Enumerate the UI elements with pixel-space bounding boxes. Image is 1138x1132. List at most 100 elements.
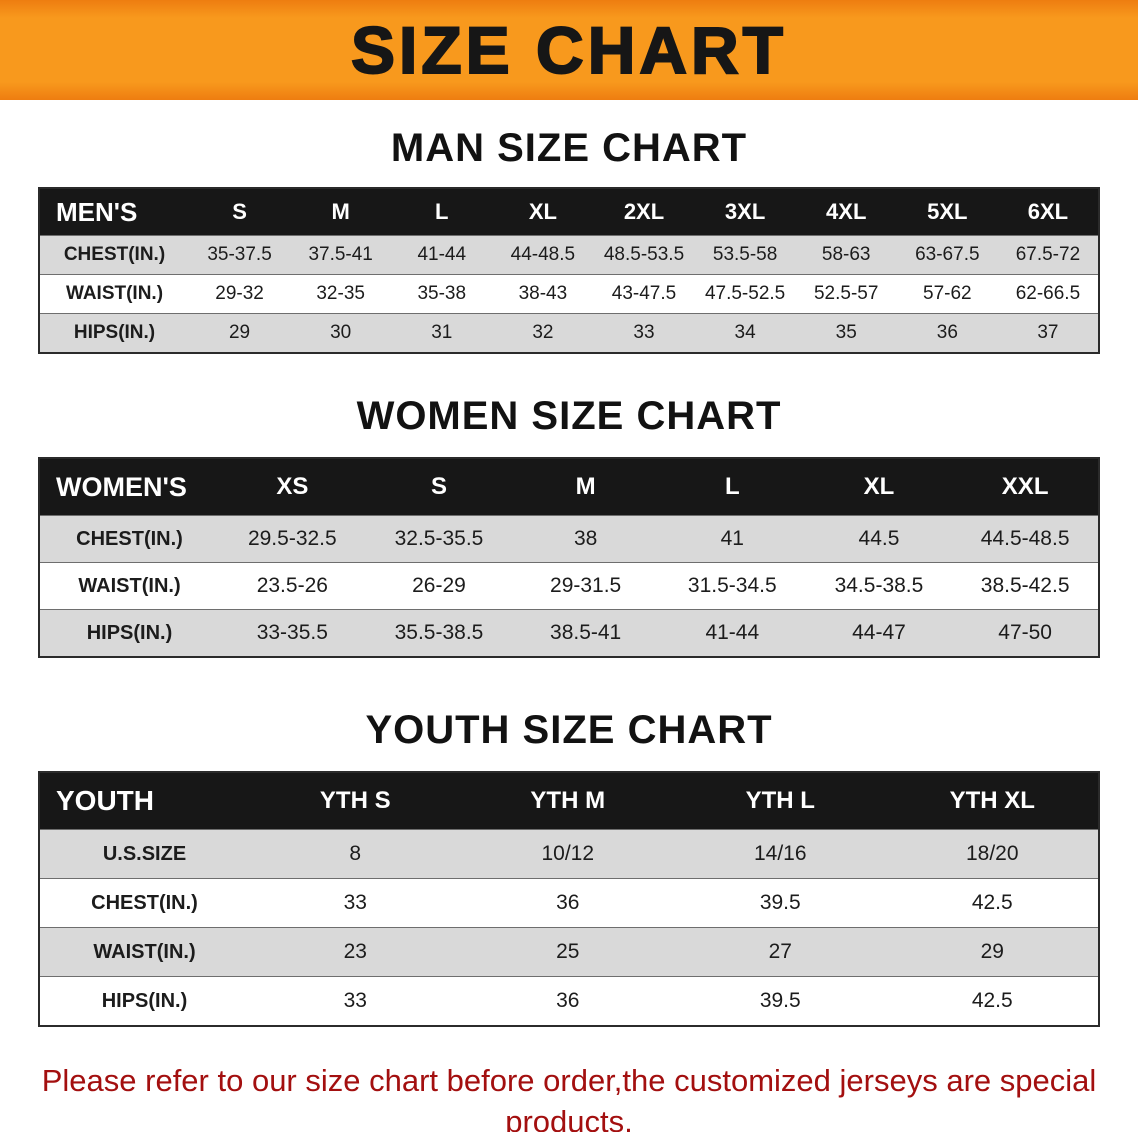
value-cell: 29-31.5 — [550, 574, 622, 597]
value-cell: 23 — [343, 940, 367, 963]
women-header-cell: XXL — [952, 458, 1099, 516]
value-cell: 32 — [532, 322, 554, 343]
row-label: WAIST(IN.) — [78, 574, 181, 597]
men-header-cell: XL — [492, 188, 594, 236]
value-cell: 36 — [556, 989, 580, 1012]
value-cell: 29 — [228, 322, 251, 343]
value-cell: 38 — [573, 527, 598, 550]
value-cell: 18/20 — [965, 842, 1019, 865]
value-cell: 47-50 — [998, 621, 1052, 644]
value-cell: 62-66.5 — [1015, 283, 1081, 304]
row-label: HIPS(IN.) — [86, 621, 173, 644]
women-header-cell: S — [365, 458, 513, 516]
table-row: CHEST(IN.) 29.5-32.5 32.5-35.5 38 41 44.… — [39, 515, 1099, 563]
value-cell: 33 — [633, 322, 655, 343]
value-cell: 63-67.5 — [915, 244, 980, 265]
value-cell: 29 — [980, 940, 1004, 963]
value-cell: 44-47 — [852, 621, 906, 644]
women-size-table: WOMEN'S XS S M L XL XXL CHEST(IN.) 29.5-… — [38, 457, 1100, 658]
youth-header-cell: YTH S — [249, 772, 462, 830]
men-header-cell: 3XL — [694, 188, 796, 236]
youth-header-cell: YTH XL — [886, 772, 1099, 830]
value-cell: 35-38 — [417, 283, 467, 304]
value-cell: 43-47.5 — [611, 283, 677, 304]
value-cell: 38-43 — [518, 283, 568, 304]
value-cell: 35-37.5 — [207, 244, 272, 265]
table-row: WAIST(IN.) 23 25 27 29 — [39, 927, 1099, 977]
men-header-cell: 6XL — [997, 188, 1099, 236]
value-cell: 35.5-38.5 — [394, 621, 484, 644]
row-label: CHEST(IN.) — [63, 244, 166, 265]
women-header-cell: XL — [805, 458, 953, 516]
value-cell: 44.5-48.5 — [980, 527, 1070, 550]
men-section-heading: MAN SIZE CHART — [390, 126, 748, 170]
youth-header-label: YOUTH — [39, 772, 249, 830]
value-cell: 33-35.5 — [256, 621, 328, 644]
value-cell: 33 — [343, 891, 367, 914]
value-cell: 41-44 — [705, 621, 760, 644]
men-header-cell: S — [189, 188, 291, 236]
row-label: HIPS(IN.) — [73, 322, 156, 343]
value-cell: 36 — [936, 322, 958, 343]
men-header-label: MEN'S — [39, 188, 189, 236]
value-cell: 37.5-41 — [308, 244, 373, 265]
row-label: CHEST(IN.) — [76, 527, 183, 550]
women-header-cell: XS — [219, 458, 366, 516]
women-section-heading: WOMEN SIZE CHART — [356, 394, 782, 438]
value-cell: 57-62 — [923, 283, 972, 304]
youth-header-row: YOUTH YTH S YTH M YTH L YTH XL — [39, 772, 1099, 830]
table-row: HIPS(IN.) 29 30 31 32 33 34 35 36 37 — [39, 313, 1099, 353]
value-cell: 42.5 — [971, 891, 1013, 914]
banner: SIZE CHART — [0, 0, 1138, 100]
value-cell: 14/16 — [753, 842, 807, 865]
value-cell: 8 — [349, 842, 362, 865]
value-cell: 34.5-38.5 — [834, 574, 924, 597]
men-header-cell: L — [391, 188, 493, 236]
value-cell: 38.5-41 — [550, 621, 622, 644]
table-row: HIPS(IN.) 33 36 39.5 42.5 — [39, 976, 1099, 1026]
men-header-cell: 2XL — [593, 188, 695, 236]
value-cell: 44-48.5 — [510, 244, 576, 265]
row-label: CHEST(IN.) — [91, 891, 198, 914]
value-cell: 58-63 — [821, 244, 871, 265]
value-cell: 31.5-34.5 — [687, 574, 777, 597]
value-cell: 30 — [330, 322, 352, 343]
table-row: U.S.SIZE 8 10/12 14/16 18/20 — [39, 829, 1099, 879]
value-cell: 29.5-32.5 — [247, 527, 337, 550]
men-header-cell: 4XL — [795, 188, 897, 236]
row-label: HIPS(IN.) — [101, 989, 188, 1012]
table-row: CHEST(IN.) 35-37.5 37.5-41 41-44 44-48.5… — [39, 235, 1099, 275]
value-cell: 31 — [431, 322, 453, 343]
men-header-cell: 5XL — [896, 188, 998, 236]
youth-size-table: YOUTH YTH S YTH M YTH L YTH XL U.S.SIZE … — [38, 771, 1100, 1027]
page-title: SIZE CHART — [350, 12, 787, 88]
value-cell: 44.5 — [858, 527, 900, 550]
value-cell: 10/12 — [541, 842, 595, 865]
youth-header-cell: YTH L — [674, 772, 887, 830]
value-cell: 32.5-35.5 — [394, 527, 484, 550]
youth-header-cell: YTH M — [461, 772, 674, 830]
value-cell: 27 — [768, 940, 792, 963]
men-header-cell: M — [290, 188, 392, 236]
value-cell: 35 — [835, 322, 857, 343]
row-label: U.S.SIZE — [102, 842, 187, 865]
women-header-row: WOMEN'S XS S M L XL XXL — [39, 458, 1099, 516]
value-cell: 48.5-53.5 — [603, 244, 685, 265]
women-header-cell: L — [658, 458, 806, 516]
value-cell: 39.5 — [759, 891, 801, 914]
value-cell: 37 — [1037, 322, 1059, 343]
table-row: CHEST(IN.) 33 36 39.5 42.5 — [39, 878, 1099, 928]
footer-note: Please refer to our size chart before or… — [0, 1061, 1138, 1132]
value-cell: 34 — [734, 322, 756, 343]
value-cell: 32-35 — [316, 283, 365, 304]
value-cell: 53.5-58 — [712, 244, 778, 265]
value-cell: 36 — [556, 891, 580, 914]
value-cell: 25 — [556, 940, 580, 963]
value-cell: 29-32 — [215, 283, 264, 304]
men-header-row: MEN'S S M L XL 2XL 3XL 4XL 5XL 6XL — [39, 188, 1099, 236]
men-size-table: MEN'S S M L XL 2XL 3XL 4XL 5XL 6XL CHEST… — [38, 187, 1100, 354]
value-cell: 67.5-72 — [1015, 244, 1081, 265]
value-cell: 39.5 — [759, 989, 801, 1012]
value-cell: 52.5-57 — [813, 283, 879, 304]
